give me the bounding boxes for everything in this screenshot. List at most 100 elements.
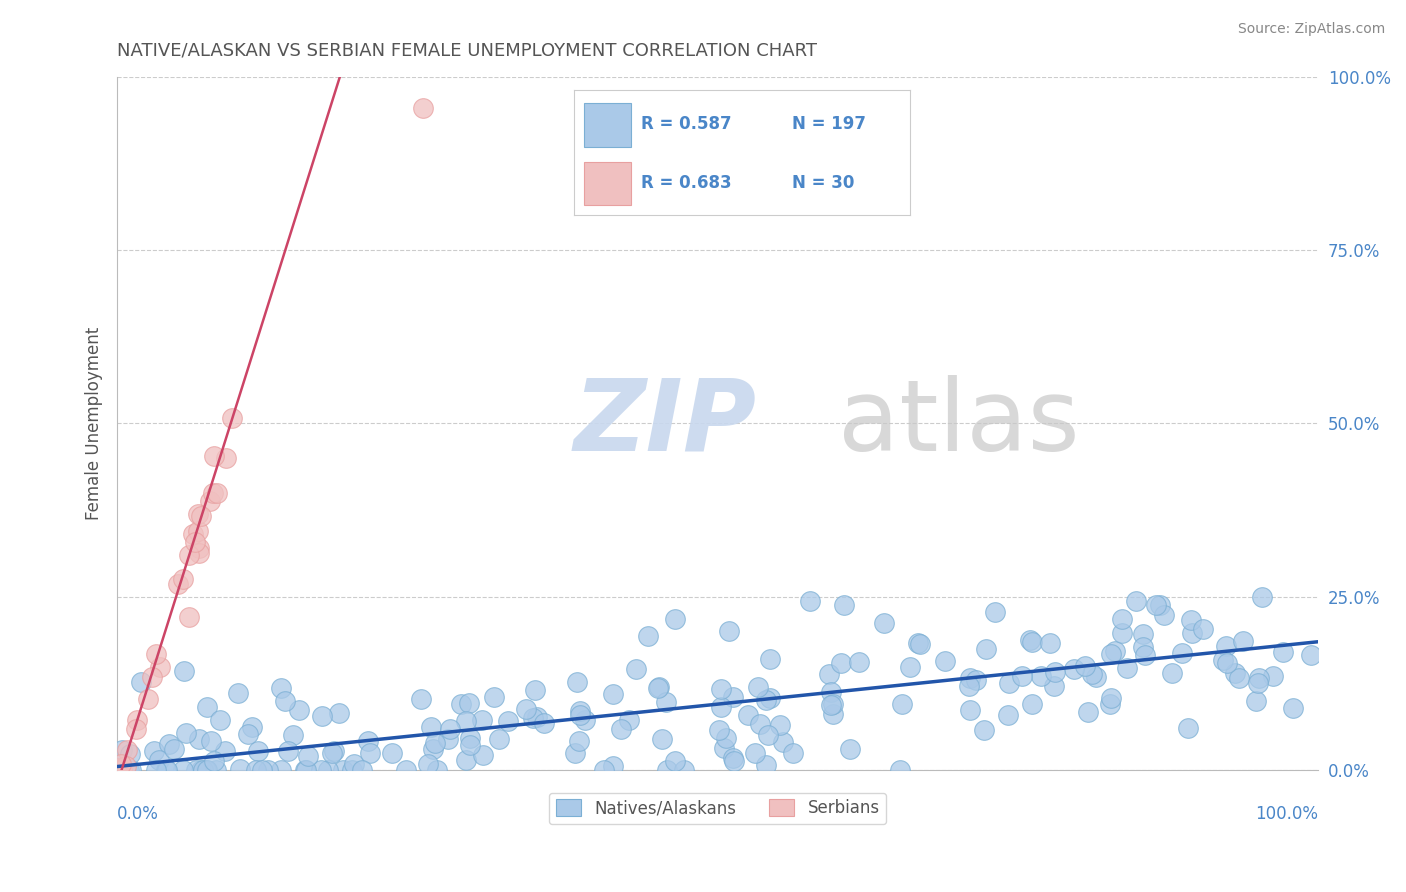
Point [713,741,735,756]
Point [654,695,676,709]
Point [188,541,211,556]
Point [318,763,340,777]
Point [997,676,1019,690]
Point [908,637,931,651]
Point [976,641,998,656]
Point [1099,691,1122,706]
Point [460,731,482,746]
Point [1099,698,1122,712]
Point [257,763,280,777]
Point [436,731,458,746]
Point [110,757,132,772]
Text: Source: ZipAtlas.com: Source: ZipAtlas.com [1237,22,1385,37]
Point [111,743,134,757]
Point [1180,613,1202,627]
Point [1177,721,1199,735]
Point [1216,656,1239,670]
Point [187,731,209,746]
Point [1299,648,1322,662]
Point [839,742,862,756]
Text: atlas: atlas [838,375,1080,472]
Point [1271,645,1294,659]
Point [756,728,779,742]
Point [214,744,236,758]
Point [117,743,139,757]
Point [523,682,546,697]
Point [332,763,354,777]
Point [907,635,929,649]
Point [1227,671,1250,685]
Point [891,697,914,711]
Point [721,690,744,704]
Point [1081,667,1104,681]
Point [202,754,225,768]
Point [1251,590,1274,604]
Point [1135,648,1157,662]
Point [174,725,197,739]
Point [471,748,494,763]
Point [250,763,273,777]
Point [1111,625,1133,640]
Point [157,737,180,751]
Point [1149,598,1171,612]
Point [1125,593,1147,607]
Point [108,761,131,775]
Point [574,713,596,727]
Point [723,751,745,765]
Point [647,681,669,695]
Point [610,722,633,736]
Point [186,763,208,777]
Point [177,549,200,563]
Point [710,681,733,696]
Point [193,763,215,777]
Point [755,758,778,772]
Point [799,594,821,608]
Point [155,763,177,777]
Point [772,735,794,749]
Point [352,763,374,777]
Point [747,680,769,694]
Point [458,696,481,710]
Point [873,616,896,631]
Point [202,486,225,500]
Point [1074,659,1097,673]
Point [973,723,995,737]
Point [209,713,232,727]
Point [380,747,402,761]
Point [294,763,316,777]
Point [1063,662,1085,676]
Text: 100.0%: 100.0% [1256,805,1319,822]
Point [983,605,1005,619]
Point [458,739,481,753]
Point [129,675,152,690]
Point [426,763,449,777]
Point [737,708,759,723]
Point [328,706,350,720]
Point [1153,607,1175,622]
Point [454,714,477,728]
Point [602,759,624,773]
Point [321,747,343,761]
Point [782,746,804,760]
Point [1104,644,1126,658]
Point [959,671,981,685]
Point [418,756,440,771]
Point [148,753,170,767]
Point [569,708,592,723]
Point [522,711,544,725]
Point [748,716,770,731]
Point [145,647,167,661]
Point [357,734,380,748]
Point [1247,676,1270,690]
Point [1192,622,1215,636]
Point [156,763,179,777]
Point [173,664,195,678]
Point [818,666,841,681]
Point [179,610,201,624]
Point [617,713,640,727]
Point [172,572,194,586]
Point [187,524,209,538]
Point [651,731,673,746]
Point [340,763,363,777]
Point [200,734,222,748]
